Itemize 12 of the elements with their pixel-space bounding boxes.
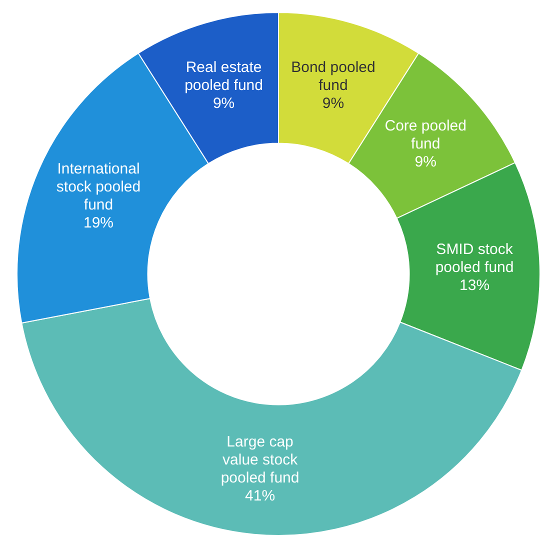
data-label: 19% [83,214,114,232]
slice-label: Bond pooled fund [291,58,376,94]
slice-label: International stock pooled fund [56,160,141,214]
slice-label: SMID stock pooled fund [435,240,514,276]
data-label: 9% [414,153,436,170]
slice-label: Real estate pooled fund [184,58,263,94]
data-label: 9% [322,94,344,112]
data-label: 41% [245,487,276,504]
data-label: 9% [212,94,235,112]
slice-label: Core pooled fund [384,117,466,152]
data-label: 13% [460,276,490,294]
slice-label: Large cap value stock pooled fund [220,433,300,486]
